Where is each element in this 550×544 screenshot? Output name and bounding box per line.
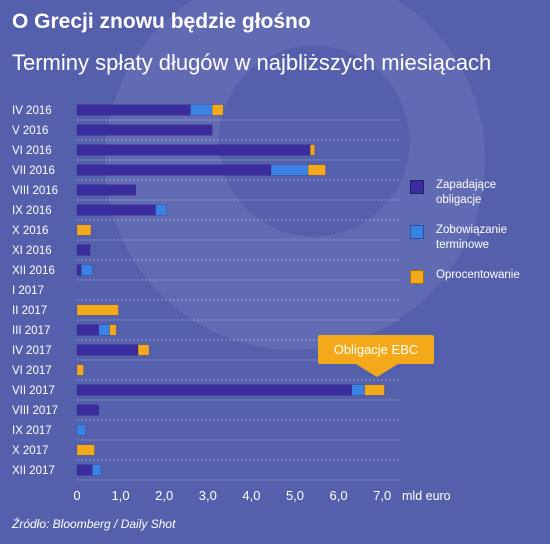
- category-label: V 2016: [12, 125, 48, 137]
- x-tick-label: 1,0: [112, 488, 130, 503]
- category-label: X 2016: [12, 225, 48, 237]
- x-tick-label: 6,0: [330, 488, 348, 503]
- bar-segment-term-loan: [92, 464, 102, 476]
- legend-swatch-bonds: [410, 180, 424, 194]
- category-label: IX 2017: [12, 425, 52, 437]
- bar-segment-interest: [76, 444, 95, 456]
- bar-segment-term-loan: [190, 104, 213, 116]
- bar-segment-interest: [109, 324, 117, 336]
- legend-label-interest: Oprocentowanie: [436, 269, 520, 281]
- category-label: IV 2016: [12, 105, 52, 117]
- bar-segment-bonds: [76, 164, 272, 176]
- category-label: VII 2017: [12, 385, 55, 397]
- bar-segment-interest: [76, 364, 84, 376]
- bar-segment-interest: [211, 104, 224, 116]
- category-label: III 2017: [12, 325, 50, 337]
- bar-segment-interest: [137, 344, 150, 356]
- bar-segment-term-loan: [155, 204, 167, 216]
- bar-segment-term-loan: [98, 324, 110, 336]
- bar-segment-term-loan: [270, 164, 309, 176]
- category-label: IX 2016: [12, 205, 52, 217]
- bar-segment-bonds: [76, 384, 352, 396]
- category-label: XII 2017: [12, 465, 55, 477]
- category-label: VII 2016: [12, 165, 55, 177]
- bar-segment-interest: [307, 164, 326, 176]
- chart-subtitle: Terminy spłaty długów w najbliższych mie…: [12, 50, 492, 75]
- bar-segment-bonds: [76, 204, 156, 216]
- bar-segment-bonds: [76, 104, 191, 116]
- bar-segment-bonds: [76, 404, 100, 416]
- category-label: VIII 2017: [12, 405, 58, 417]
- category-label: VIII 2016: [12, 185, 58, 197]
- legend-label-term-loan: Zobowiązanie terminowe: [436, 224, 507, 251]
- x-axis-unit: mld euro: [402, 489, 451, 503]
- bar-segment-term-loan: [81, 264, 93, 276]
- bar-segment-interest: [310, 144, 315, 156]
- bar-segment-bonds: [76, 344, 139, 356]
- legend-item-bonds: Zapadające obligacje: [410, 178, 548, 223]
- legend-swatch-interest: [410, 270, 424, 284]
- bar-segment-bonds: [76, 324, 100, 336]
- bar-segment-bonds: [76, 244, 91, 256]
- bar-segment-bonds: [76, 144, 311, 156]
- bar-segment-term-loan: [76, 424, 86, 436]
- legend-swatch-term-loan: [410, 225, 424, 239]
- category-label: XI 2016: [12, 245, 52, 257]
- legend-label-bonds: Zapadające obligacje: [436, 179, 497, 206]
- category-label: XII 2016: [12, 265, 55, 277]
- chart-title: O Grecji znowu będzie głośno: [12, 10, 311, 33]
- bar-segment-bonds: [76, 124, 213, 136]
- bar-segment-term-loan: [351, 384, 366, 396]
- ecb-bonds-callout: Obligacje EBC: [318, 335, 434, 364]
- x-tick-label: 4,0: [242, 488, 260, 503]
- category-label: VI 2017: [12, 365, 52, 377]
- category-label: IV 2017: [12, 345, 52, 357]
- category-label: II 2017: [12, 305, 47, 317]
- x-tick-label: 2,0: [155, 488, 173, 503]
- bar-segment-bonds: [76, 264, 82, 276]
- bar-segment-interest: [76, 304, 119, 316]
- legend: Zapadające obligacje Zobowiązanie terminow…: [410, 178, 548, 313]
- legend-item-interest: Oprocentowanie: [410, 268, 548, 313]
- category-label: I 2017: [12, 285, 44, 297]
- x-tick-label: 3,0: [199, 488, 217, 503]
- category-label: VI 2016: [12, 145, 52, 157]
- x-tick-label: 5,0: [286, 488, 304, 503]
- legend-item-term-loan: Zobowiązanie terminowe: [410, 223, 548, 268]
- x-tick-label: 0: [73, 488, 80, 503]
- x-tick-label: 7,0: [373, 488, 391, 503]
- bar-segment-interest: [364, 384, 385, 396]
- bar-segment-bonds: [76, 464, 93, 476]
- bar-segment-interest: [76, 224, 92, 236]
- category-label: X 2017: [12, 445, 48, 457]
- bar-segment-bonds: [76, 184, 137, 196]
- source-note: Źródło: Bloomberg / Daily Shot: [12, 517, 176, 531]
- callout-arrow-icon: [356, 364, 398, 377]
